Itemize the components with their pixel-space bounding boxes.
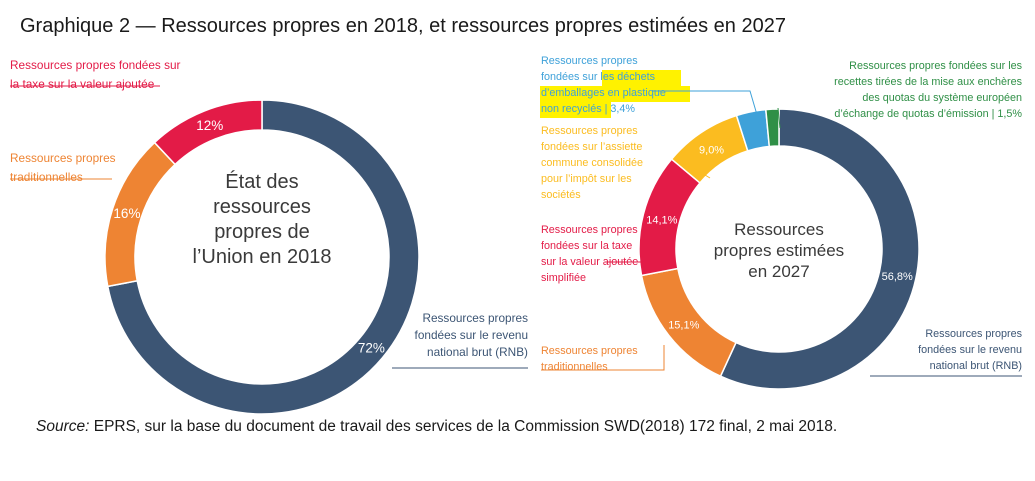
text-highlight	[602, 70, 681, 86]
donut-2018: 72% 16% 12% État des ressources propres de l’U…	[10, 58, 529, 415]
center-label: Ressources propres estimées en 2027	[714, 220, 844, 281]
slice-value-tva: 14,1%	[646, 215, 677, 227]
slice-tva	[153, 99, 263, 166]
slice-value-traditionnelles: 15,1%	[668, 320, 699, 332]
slice-rnb	[719, 108, 920, 390]
source-note: Source: EPRS, sur la base du document de…	[36, 415, 996, 438]
slice-label-tva: Ressources propres fondées sur la taxe su…	[10, 58, 181, 91]
slice-label-traditionnelles: Ressources propres traditionnelles	[10, 151, 116, 184]
slice-label-tva: Ressources propres fondées sur la taxe sur…	[541, 224, 638, 284]
text-highlight	[540, 102, 611, 118]
source-label: Source:	[36, 418, 90, 435]
slice-label-assiette: Ressources propres fondées sur l’assiette…	[541, 125, 643, 201]
slice-label-ets: Ressources propres fondées sur les recett…	[834, 60, 1022, 120]
leader-line-ets	[777, 107, 781, 129]
slice-ets	[764, 108, 780, 148]
slice-value-rnb: 72%	[358, 341, 385, 356]
slice-label-plastique: Ressources propres fondées sur les déchet…	[541, 55, 666, 115]
slice-value-tva: 12%	[196, 118, 223, 133]
leader-line-plastique	[652, 90, 761, 126]
slice-label-traditionnelles: Ressources propres traditionnelles	[541, 345, 638, 373]
chart-title: Graphique 2 — Ressources propres en 2018…	[20, 15, 786, 37]
leader-line-assiette	[689, 150, 711, 179]
slice-label-rnb: Ressources propres fondées sur le revenu n…	[415, 311, 529, 359]
slice-value-assiette: 9,0%	[699, 145, 724, 157]
slice-value-rnb: 56,8%	[882, 271, 913, 283]
slice-label-rnb: Ressources propres fondées sur le revenu n…	[918, 328, 1022, 372]
leader-line-traditionnelles	[541, 345, 665, 371]
slice-rnb	[106, 99, 420, 415]
slice-value-traditionnelles: 16%	[113, 206, 140, 221]
source-text: EPRS, sur la base du document de travail…	[89, 418, 838, 435]
text-highlight	[540, 86, 690, 102]
donut-2027: 56,8% 15,1% 14,1% 9,0% Ressources propres est…	[540, 55, 1023, 390]
center-label: État des ressources propres de l’Union en 2…	[193, 170, 332, 268]
